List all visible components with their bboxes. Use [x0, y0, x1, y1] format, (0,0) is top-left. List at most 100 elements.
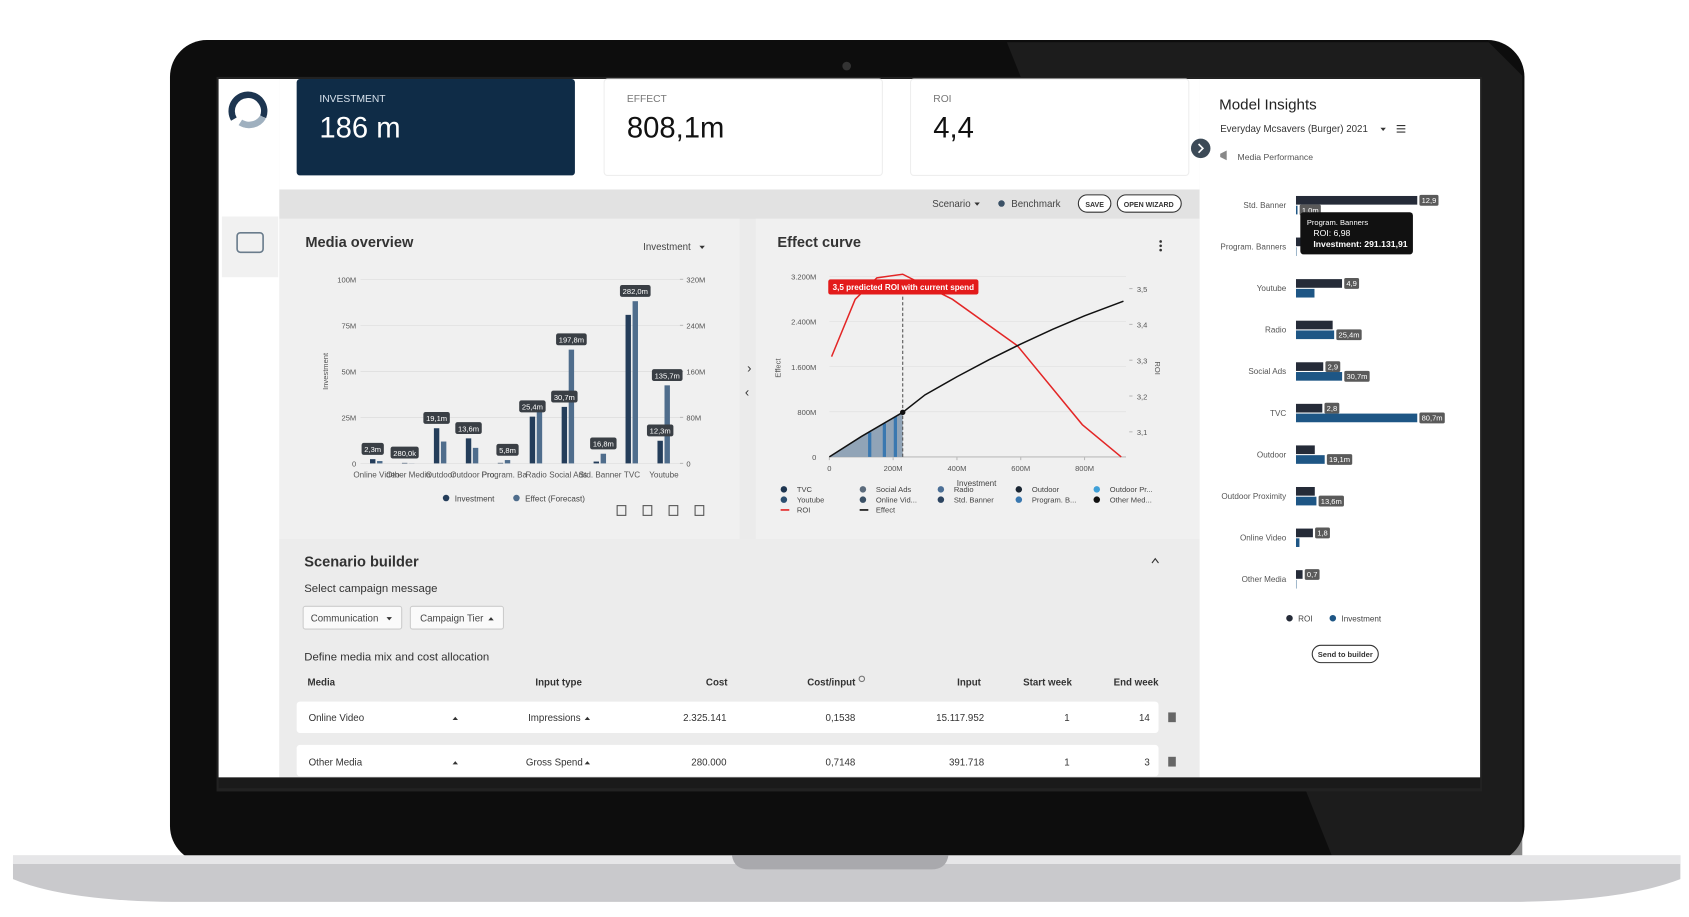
- view-icon[interactable]: [616, 505, 627, 516]
- table-cell: 2.325.141: [683, 713, 726, 724]
- legend-label: Effect: [876, 506, 896, 515]
- delete-icon[interactable]: [1168, 712, 1176, 723]
- y2-axis-label: ROI: [1153, 361, 1162, 374]
- value-label-bg: [1304, 569, 1320, 580]
- x-tick-label: Program. Ba: [482, 470, 528, 479]
- bar: [1295, 486, 1315, 496]
- category-label: Other Media: [1242, 575, 1287, 584]
- legend-marker: [1329, 614, 1337, 622]
- y-tick-label: 50M: [341, 368, 356, 377]
- caret: [584, 716, 591, 720]
- caret: [452, 761, 458, 765]
- view-icon[interactable]: [668, 505, 679, 516]
- legend-marker: [1286, 614, 1293, 622]
- panel-toggle[interactable]: [1190, 138, 1211, 159]
- category-label: Outdoor: [1257, 450, 1287, 459]
- current-spend-point: [900, 409, 906, 416]
- value-label-bg: [556, 333, 587, 346]
- x-tick-label: Youtube: [649, 470, 679, 479]
- dropdown[interactable]: [302, 605, 403, 630]
- view-icon[interactable]: [642, 505, 653, 516]
- base: [12, 855, 1681, 902]
- y2-tick-label: 240M: [686, 322, 705, 331]
- table-cell: 3: [1144, 757, 1149, 768]
- bar: [625, 314, 631, 464]
- x-tick-label: 0: [827, 464, 831, 473]
- value-label-bg: [551, 390, 578, 403]
- y2-tick-label: 3,1: [1137, 428, 1148, 437]
- value-label: 2,8: [1327, 404, 1338, 413]
- kpi-label: INVESTMENT: [319, 94, 386, 105]
- menu-dot[interactable]: [1159, 248, 1162, 252]
- column-header: Input: [957, 677, 982, 688]
- bar: [568, 349, 575, 464]
- caret: [1380, 127, 1386, 132]
- save-button[interactable]: [1077, 194, 1112, 213]
- table-cell: 391.718: [949, 757, 984, 768]
- column-header: Start week: [1023, 677, 1072, 688]
- bar: [1295, 288, 1315, 298]
- table-cell: 0,7148: [826, 757, 856, 768]
- panel-title: Model Insights: [1219, 96, 1317, 113]
- caret: [974, 202, 980, 206]
- legend-label: Online Vid...: [876, 495, 917, 504]
- value-label: 135,7m: [655, 371, 680, 380]
- legend-marker: [442, 494, 450, 502]
- send-button[interactable]: [1311, 644, 1379, 664]
- value-label-bg: [1325, 361, 1341, 373]
- nav-item[interactable]: [221, 216, 279, 278]
- value-label: 1,0m: [1302, 206, 1319, 215]
- caret: [584, 761, 591, 765]
- delete-icon[interactable]: [1168, 756, 1176, 767]
- value-label: 13,6m: [1321, 497, 1342, 506]
- value-label-bg: [590, 437, 617, 450]
- table-cell: Impressions: [528, 713, 581, 724]
- legend-label: ROI: [797, 506, 810, 515]
- bar: [1295, 538, 1300, 547]
- value-label-bg: [1419, 194, 1439, 206]
- bar: [1295, 205, 1298, 215]
- bar: [497, 462, 504, 464]
- view-icon[interactable]: [694, 505, 705, 516]
- value-label: 19,1m: [1329, 455, 1350, 464]
- arrow-left[interactable]: ‹: [745, 384, 749, 399]
- sidebar: [218, 79, 280, 778]
- value-label: 280,0k: [393, 449, 416, 458]
- bar: [370, 459, 376, 464]
- y-tick-label: 1.600M: [791, 363, 816, 372]
- table-cell: 280.000: [691, 757, 727, 768]
- legend-label: Other Med...: [1110, 495, 1152, 504]
- value-label: 1,8: [1317, 529, 1328, 538]
- x-tick-label: 800M: [1075, 464, 1094, 473]
- wizard-button[interactable]: [1116, 194, 1182, 213]
- x-tick-label: Outdoor: [426, 470, 456, 479]
- caret: [488, 617, 494, 621]
- bar: [504, 460, 511, 464]
- x-tick-label: 600M: [1011, 464, 1030, 473]
- bar: [1295, 362, 1324, 371]
- legend-marker: [780, 486, 788, 493]
- filter-icon[interactable]: [1396, 125, 1406, 133]
- legend-label: Outdoor Pr...: [1110, 485, 1153, 494]
- menu-dot[interactable]: [1159, 240, 1162, 243]
- logo-accent: [238, 115, 266, 129]
- bar: [593, 461, 600, 464]
- legend-label: Program. B...: [1032, 495, 1077, 504]
- table-cell: 1: [1064, 757, 1069, 768]
- bar: [401, 462, 408, 464]
- dropdown[interactable]: [409, 605, 504, 630]
- dropdown-label: Investment: [643, 242, 691, 253]
- collapse[interactable]: [1151, 557, 1159, 564]
- column-header: Cost/input: [807, 677, 856, 688]
- y-tick-label: 2.400M: [791, 318, 816, 327]
- arrow-right[interactable]: ›: [747, 360, 751, 375]
- category-label: Program. Banners: [1220, 242, 1286, 251]
- legend-label: Social Ads: [876, 485, 912, 494]
- menu-dot[interactable]: [1159, 244, 1162, 248]
- screen-bottom: [218, 777, 1481, 789]
- scenario-dropdown: Scenario: [932, 199, 970, 210]
- value-label: 5,8m: [499, 446, 516, 455]
- bar: [600, 453, 607, 464]
- value-label: 30,7m: [1346, 372, 1367, 381]
